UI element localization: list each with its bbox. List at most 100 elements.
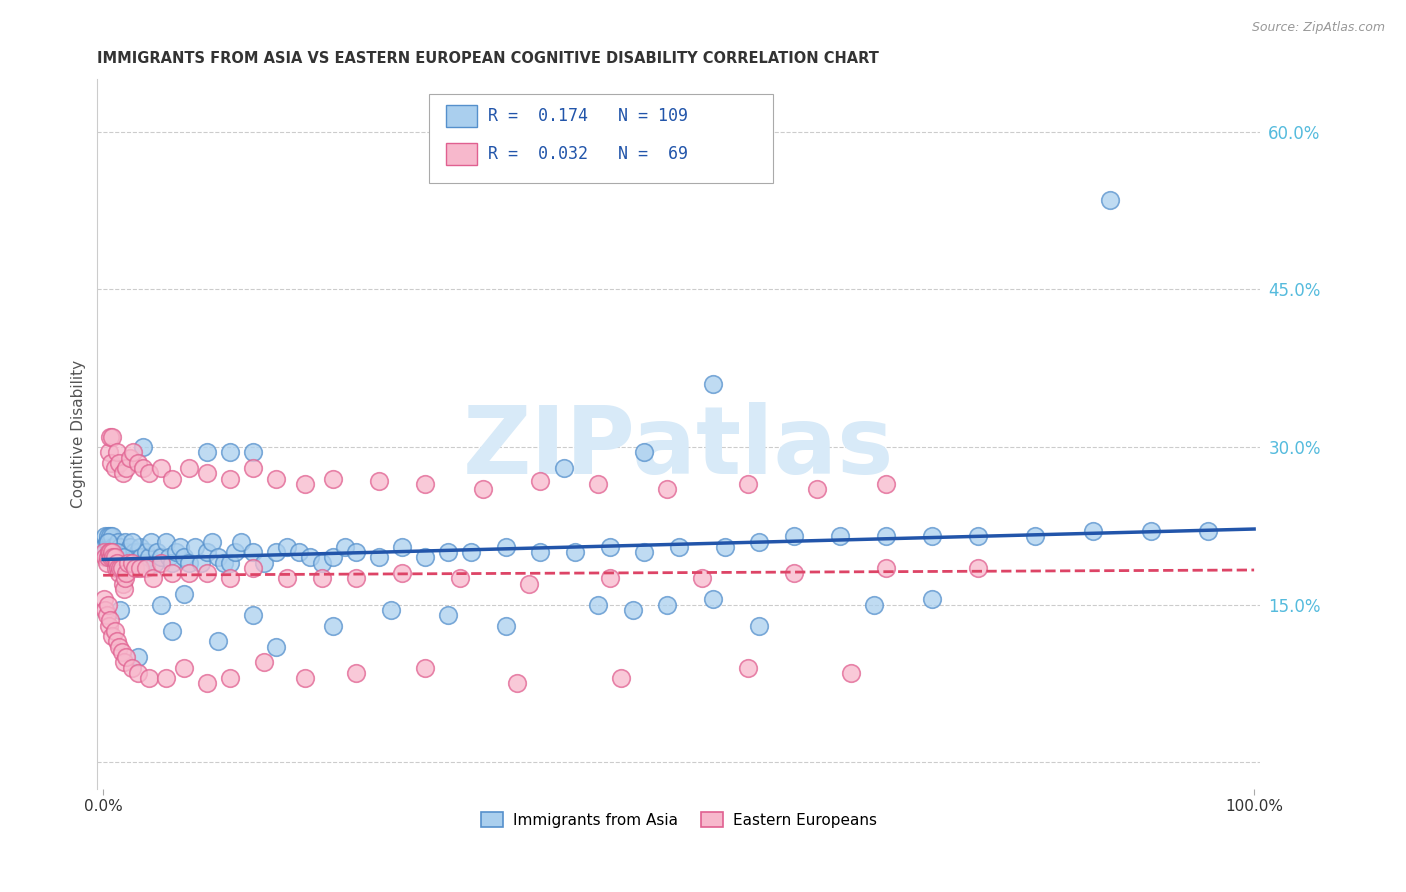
Point [104, 550, 127, 565]
Point [110, 561, 132, 575]
Point [966, 561, 988, 575]
Point [122, 545, 145, 559]
Point [179, 556, 201, 570]
Point [218, 472, 240, 486]
Point [122, 556, 145, 570]
Point [610, 671, 633, 685]
Point [141, 534, 163, 549]
Point [149, 598, 172, 612]
Point [690, 571, 713, 585]
Point [207, 634, 229, 648]
Point [98, 545, 121, 559]
Point [98, 545, 121, 559]
Point [115, 556, 138, 570]
Point [173, 550, 195, 565]
Point [218, 445, 240, 459]
Point [875, 476, 897, 491]
Point [115, 650, 138, 665]
Point [135, 545, 157, 559]
Point [155, 534, 177, 549]
Point [138, 467, 160, 481]
Point [101, 629, 124, 643]
Point [212, 556, 235, 570]
Point [702, 592, 724, 607]
Point [875, 529, 897, 543]
Point [105, 545, 128, 559]
Point [160, 556, 183, 570]
Point [201, 534, 224, 549]
Point [322, 472, 344, 486]
Point [553, 461, 575, 475]
Point [506, 676, 529, 690]
Point [368, 550, 391, 565]
Point [97, 445, 120, 459]
Point [737, 476, 759, 491]
Point [112, 550, 135, 565]
Point [242, 461, 264, 475]
Point [288, 545, 311, 559]
Point [529, 474, 551, 488]
Point [633, 445, 655, 459]
Point [702, 377, 724, 392]
Point [863, 598, 886, 612]
Point [94, 545, 117, 559]
Point [195, 445, 218, 459]
Point [96, 550, 118, 565]
Point [276, 540, 298, 554]
Point [101, 550, 124, 565]
Point [114, 534, 136, 549]
Point [96, 534, 118, 549]
Point [135, 561, 157, 575]
Point [586, 598, 609, 612]
Point [1081, 524, 1104, 538]
Point [138, 550, 160, 565]
Point [104, 545, 127, 559]
Point [111, 467, 134, 481]
Point [101, 529, 124, 543]
Point [110, 556, 132, 570]
Point [471, 482, 494, 496]
Point [218, 671, 240, 685]
Point [165, 545, 187, 559]
Point [101, 545, 124, 559]
Point [110, 645, 132, 659]
Point [218, 571, 240, 585]
Point [311, 571, 333, 585]
Point [107, 561, 129, 575]
Point [97, 534, 120, 549]
Point [783, 529, 806, 543]
Point [839, 665, 862, 680]
Point [129, 561, 152, 575]
Point [100, 456, 122, 470]
Point [108, 545, 131, 559]
Point [98, 550, 121, 565]
Point [111, 545, 134, 559]
Point [157, 550, 180, 565]
Point [155, 671, 177, 685]
Point [94, 550, 117, 565]
Point [294, 476, 316, 491]
Point [103, 550, 125, 565]
Point [586, 476, 609, 491]
Point [195, 566, 218, 581]
Point [110, 550, 132, 565]
Point [138, 671, 160, 685]
Point [104, 561, 127, 575]
Point [110, 561, 132, 575]
Point [105, 556, 128, 570]
Point [391, 566, 413, 581]
Point [311, 556, 333, 570]
Point [737, 661, 759, 675]
Point [668, 540, 690, 554]
Point [122, 445, 145, 459]
Point [966, 529, 988, 543]
Point [132, 461, 155, 475]
Point [344, 545, 367, 559]
Point [93, 540, 115, 554]
Point [111, 576, 134, 591]
Point [264, 472, 287, 486]
Point [124, 550, 146, 565]
Point [93, 592, 115, 607]
Point [160, 566, 183, 581]
Point [195, 545, 218, 559]
